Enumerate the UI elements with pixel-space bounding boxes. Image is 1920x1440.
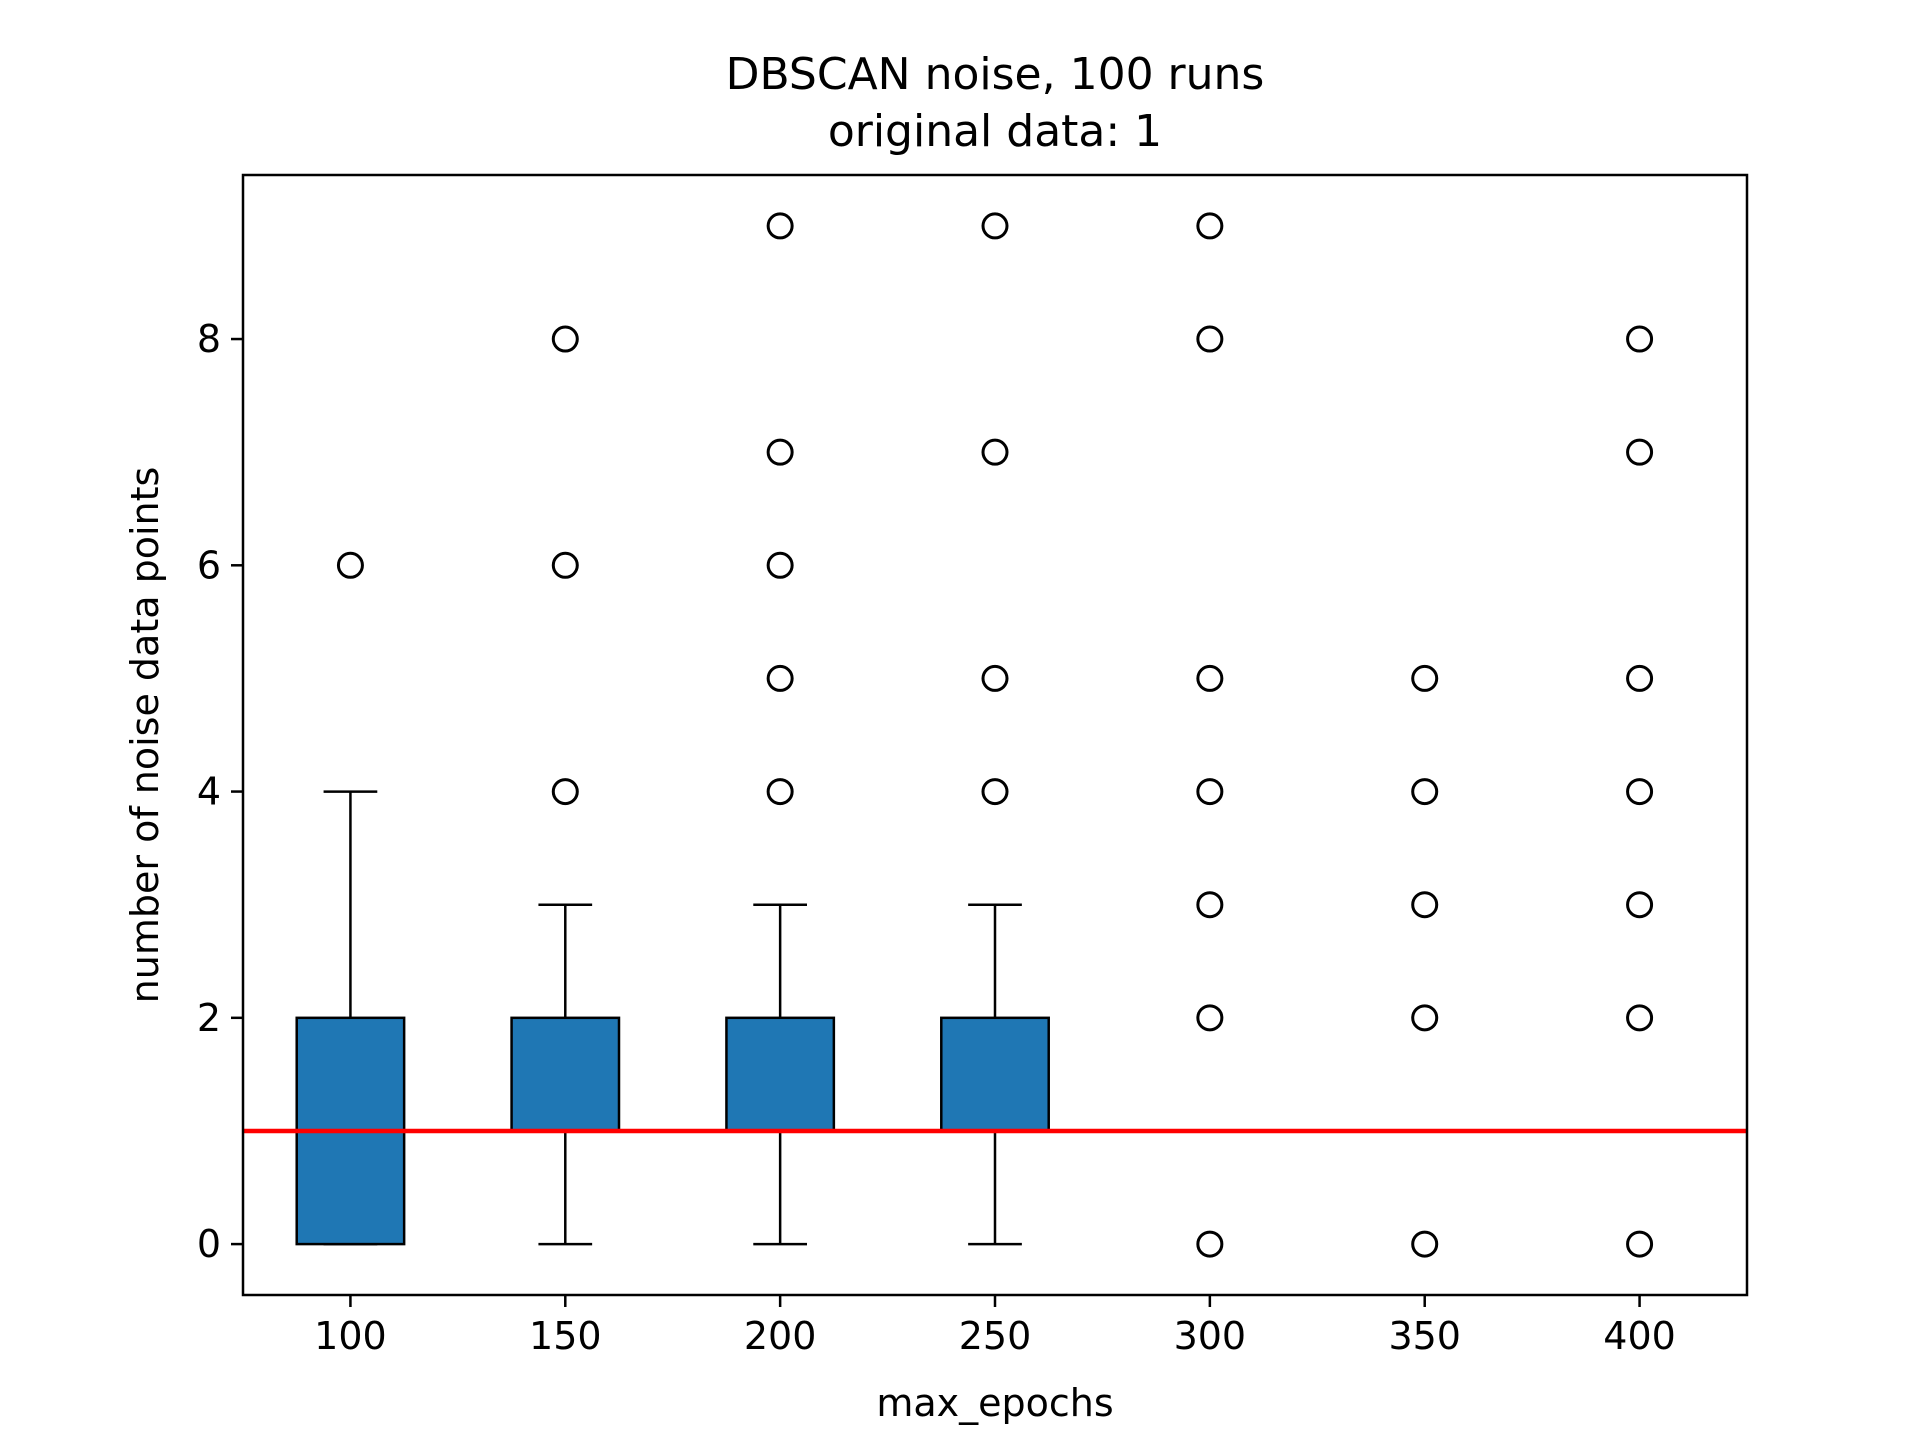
outlier-point (1626, 1230, 1654, 1258)
outlier-point (336, 551, 364, 579)
outlier-point (1196, 891, 1224, 919)
outlier-point (1196, 1230, 1224, 1258)
x-axis: 100 150 200 250 300 350 400 (314, 1295, 1676, 1358)
outlier-point (1196, 1004, 1224, 1032)
outlier-point (1196, 664, 1224, 692)
outlier-point (1626, 664, 1654, 692)
y-tick-label: 2 (197, 996, 221, 1040)
outlier-point (1626, 438, 1654, 466)
outlier-point (766, 664, 794, 692)
outlier-point (1626, 891, 1654, 919)
box-group (510, 325, 621, 1246)
box-body (510, 1016, 621, 1133)
outlier-point (551, 325, 579, 353)
x-tick-label: 350 (1388, 1314, 1461, 1358)
y-tick-label: 4 (197, 770, 221, 814)
y-axis-label: number of noise data points (123, 467, 167, 1004)
outlier-point (981, 664, 1009, 692)
y-axis: 0 2 4 6 8 (197, 317, 243, 1266)
y-tick-label: 6 (197, 543, 221, 587)
y-tick-label: 8 (197, 317, 221, 361)
plot-area (243, 212, 1747, 1258)
box-body (940, 1016, 1050, 1133)
box-group (725, 212, 836, 1246)
outlier-point (981, 778, 1009, 806)
x-tick-label: 300 (1174, 1314, 1247, 1358)
box-group (940, 212, 1050, 1246)
x-tick-label: 150 (529, 1314, 602, 1358)
outlier-point (766, 551, 794, 579)
outlier-point (551, 778, 579, 806)
y-tick-label: 0 (197, 1222, 221, 1266)
outlier-point (1411, 891, 1439, 919)
outlier-point (1196, 778, 1224, 806)
outlier-point (766, 438, 794, 466)
x-tick-label: 100 (314, 1314, 387, 1358)
outlier-point (1626, 325, 1654, 353)
x-tick-label: 250 (959, 1314, 1032, 1358)
outlier-point (1411, 778, 1439, 806)
outlier-point (1626, 778, 1654, 806)
outlier-point (1196, 325, 1224, 353)
outlier-point (1626, 1004, 1654, 1032)
outlier-point (1411, 1230, 1439, 1258)
chart-title: DBSCAN noise, 100 runs (726, 49, 1265, 100)
x-axis-label: max_epochs (876, 1381, 1113, 1425)
outlier-point (1411, 664, 1439, 692)
outlier-point (981, 212, 1009, 240)
outlier-point (1196, 212, 1224, 240)
chart-subtitle: original data: 1 (828, 106, 1162, 157)
outlier-point (766, 778, 794, 806)
box-body (725, 1016, 836, 1133)
outlier-point (766, 212, 794, 240)
x-tick-label: 200 (744, 1314, 817, 1358)
outlier-point (1411, 1004, 1439, 1032)
outlier-point (981, 438, 1009, 466)
outlier-point (551, 551, 579, 579)
x-tick-label: 400 (1603, 1314, 1676, 1358)
